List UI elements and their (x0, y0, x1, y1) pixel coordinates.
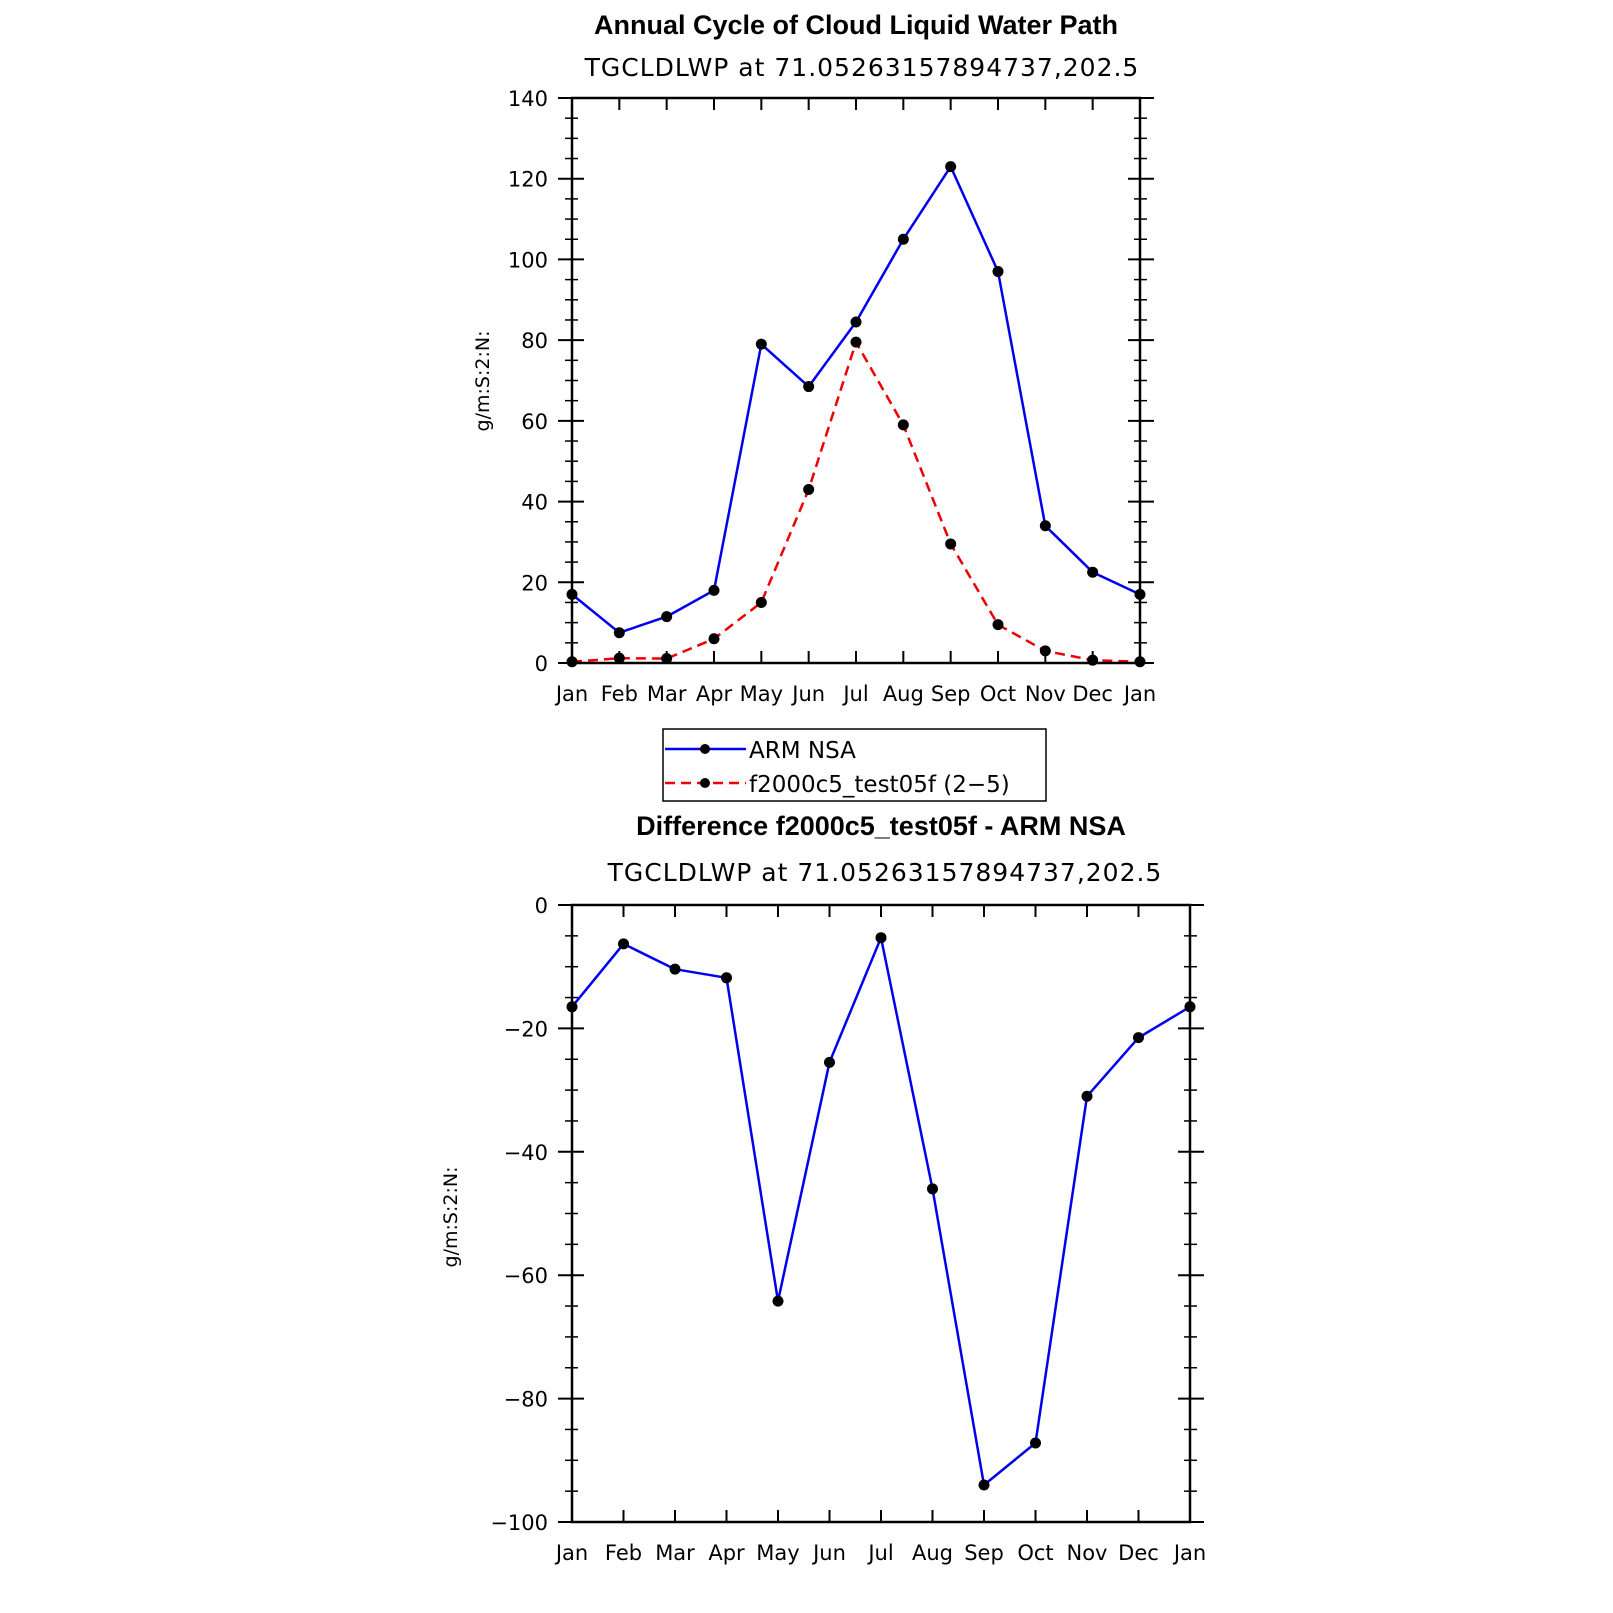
x-tick-label: Dec (1072, 682, 1113, 706)
data-point (772, 1295, 784, 1307)
x-tick-label: Dec (1118, 1541, 1159, 1565)
panel-difference: Difference f2000c5_test05f - ARM NSA TGC… (440, 811, 1206, 1565)
x-tick-label: May (740, 682, 783, 706)
x-tick-label: Apr (696, 682, 733, 706)
data-point (613, 627, 625, 639)
y-tick-label: −100 (490, 1511, 548, 1535)
data-point (945, 538, 957, 550)
x-tick-label: Jul (866, 1541, 893, 1565)
data-point (875, 932, 887, 944)
data-point (897, 419, 909, 431)
y-axis-label: g/m:S:2:N: (472, 331, 494, 432)
data-point (1030, 1437, 1041, 1449)
y-tick-label: 0 (535, 652, 548, 676)
data-point (708, 633, 720, 645)
data-point (661, 653, 673, 665)
data-point (755, 338, 767, 350)
panel-annual-cycle: Annual Cycle of Cloud Liquid Water Path … (472, 10, 1156, 706)
data-point (824, 1056, 835, 1068)
data-point (1087, 566, 1099, 578)
x-tick-label: Nov (1025, 682, 1066, 706)
x-tick-label: Jul (841, 682, 868, 706)
x-tick-label: Aug (883, 682, 924, 706)
legend-marker-model (700, 778, 710, 788)
x-tick-label: Aug (912, 1541, 953, 1565)
y-tick-label: 0 (535, 894, 548, 918)
x-tick-label: Jan (1122, 682, 1156, 706)
data-point (978, 1479, 990, 1491)
data-point (1039, 645, 1051, 657)
y-axis-label: g/m:S:2:N: (440, 1167, 462, 1268)
data-point (661, 611, 673, 623)
x-tick-label: Sep (931, 682, 971, 706)
x-tick-label: Jun (811, 1541, 846, 1565)
data-point (897, 233, 909, 245)
data-point (992, 619, 1004, 631)
y-tick-label: −20 (504, 1017, 548, 1041)
plot-frame (570, 96, 1142, 665)
data-point (1039, 520, 1051, 532)
data-point (721, 972, 732, 984)
axis-ticks (558, 97, 1154, 664)
data-point (803, 483, 815, 495)
x-tick-label: Feb (601, 682, 638, 706)
y-tick-label: −80 (504, 1388, 548, 1412)
series-layer (566, 932, 1196, 1491)
y-tick-label: 40 (521, 491, 548, 515)
legend-marker-arm-nsa (700, 744, 710, 754)
data-point (613, 652, 625, 664)
chart-title: Annual Cycle of Cloud Liquid Water Path (594, 10, 1118, 40)
y-tick-label: 100 (508, 248, 548, 272)
tick-labels: Jan Feb Mar Apr May Jun Jul Aug Sep Oct Nov Dec Jan 0… (490, 894, 1206, 1565)
y-tick-label: 120 (508, 168, 548, 192)
legend-label-arm-nsa: ARM NSA (749, 738, 856, 764)
x-tick-label: Oct (1017, 1541, 1053, 1565)
x-tick-label: Sep (964, 1541, 1004, 1565)
y-tick-label: −60 (504, 1264, 548, 1288)
legend-label-model: f2000c5_test05f (2−5) (749, 772, 1010, 798)
data-point (945, 161, 957, 173)
data-point (927, 1183, 938, 1195)
series-layer (566, 161, 1146, 668)
x-tick-label: Jan (554, 1541, 588, 1565)
data-point (992, 266, 1004, 278)
x-tick-label: Apr (708, 1541, 745, 1565)
x-tick-label: Mar (655, 1541, 695, 1565)
series-line-1 (571, 340, 1141, 664)
x-tick-label: Oct (980, 682, 1016, 706)
chart-subtitle: TGCLDLWP at 71.05263157894737,202.5 (607, 858, 1163, 887)
data-point (1081, 1090, 1093, 1102)
y-tick-label: −40 (504, 1141, 548, 1165)
data-point (850, 316, 862, 328)
y-tick-label: 20 (521, 571, 548, 595)
x-tick-label: Jun (790, 682, 825, 706)
y-tick-label: 140 (508, 87, 548, 111)
tick-labels: Jan Feb Mar Apr May Jun Jul Aug Sep Oct Nov Dec Jan0… (508, 87, 1156, 706)
plot-frame (570, 903, 1192, 1524)
axis-ticks (558, 904, 1204, 1523)
x-tick-label: Mar (647, 682, 687, 706)
x-tick-label: Jan (554, 682, 588, 706)
data-point (669, 963, 681, 975)
x-tick-label: Feb (605, 1541, 642, 1565)
chart-subtitle: TGCLDLWP at 71.05263157894737,202.5 (584, 53, 1140, 82)
data-point (755, 596, 767, 608)
data-point (708, 584, 720, 596)
data-point (618, 938, 629, 950)
legend: ARM NSA f2000c5_test05f (2−5) (662, 728, 1047, 802)
series-line-0 (571, 936, 1191, 1487)
data-point (850, 336, 862, 348)
y-tick-label: 60 (521, 410, 548, 434)
y-tick-label: 80 (521, 329, 548, 353)
x-tick-label: May (756, 1541, 799, 1565)
data-point (1133, 1032, 1144, 1044)
data-point (803, 381, 815, 393)
x-tick-label: Jan (1172, 1541, 1206, 1565)
chart-title: Difference f2000c5_test05f - ARM NSA (636, 811, 1126, 841)
series-line-0 (571, 165, 1141, 634)
x-tick-label: Nov (1067, 1541, 1108, 1565)
legend-box (662, 728, 1047, 802)
